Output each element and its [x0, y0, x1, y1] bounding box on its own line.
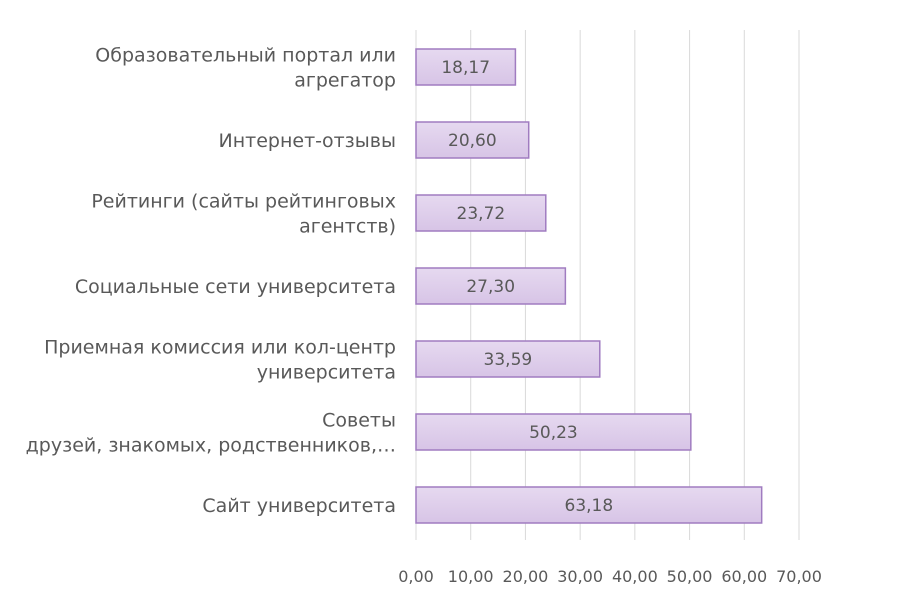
category-label: Социальные сети университета	[75, 276, 396, 298]
bar-value-label: 20,60	[448, 131, 497, 151]
bar-value-label: 23,72	[457, 204, 506, 224]
x-tick-label: 70,00	[776, 567, 822, 586]
category-label: Сайт университета	[202, 495, 396, 517]
bar	[415, 413, 692, 451]
bar-value-label: 50,23	[529, 423, 578, 443]
x-axis-ticks: 0,00 10,00 20,00 30,00 40,00 50,00 60,00 70,00	[398, 567, 822, 586]
bar-value-label: 18,17	[441, 58, 490, 78]
x-tick-label: 50,00	[667, 567, 713, 586]
category-label: Советы друзей, знакомых, родственников,…	[26, 410, 396, 457]
category-labels: Образовательный портал или агрегатор Интер…	[26, 45, 396, 518]
x-tick-label: 0,00	[398, 567, 434, 586]
category-label: Приемная комиссия или кол-центр университ…	[44, 337, 396, 384]
category-label: Интернет-отзывы	[219, 130, 397, 152]
bar-value-label: 63,18	[565, 496, 614, 516]
x-tick-label: 30,00	[557, 567, 603, 586]
bar	[415, 194, 547, 232]
x-tick-label: 20,00	[503, 567, 549, 586]
category-label: Рейтинги (сайты рейтинговых агентств)	[91, 191, 396, 238]
bar	[415, 48, 517, 86]
bar	[415, 267, 567, 305]
bar	[415, 121, 530, 159]
bar	[415, 486, 763, 524]
x-tick-label: 10,00	[448, 567, 494, 586]
bars	[415, 48, 763, 524]
bar-value-label: 27,30	[466, 277, 515, 297]
x-tick-label: 60,00	[721, 567, 767, 586]
bar	[415, 340, 601, 378]
category-label: Образовательный портал или агрегатор	[95, 45, 396, 92]
x-tick-label: 40,00	[612, 567, 658, 586]
bar-value-label: 33,59	[484, 350, 533, 370]
data-labels: 18,17 20,60 23,72 27,30 33,59 50,23 63,18	[441, 58, 613, 516]
